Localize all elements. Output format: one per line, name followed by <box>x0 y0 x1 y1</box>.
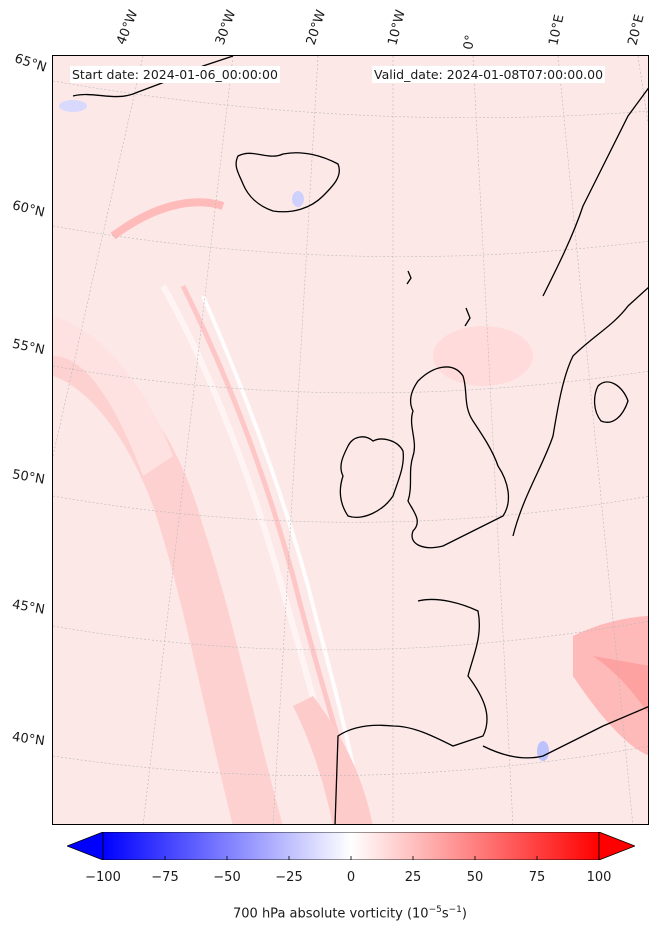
lat-label-50n: 50°N <box>10 467 46 488</box>
coast-ireland <box>339 436 404 518</box>
coast-iceland <box>235 152 340 213</box>
lon-label-10w: 10°W <box>385 8 409 47</box>
lon-label-30w: 30°W <box>212 8 240 47</box>
lat-label-45n: 45°N <box>10 597 46 618</box>
colorbar-tick-label: 75 <box>528 870 546 885</box>
vort-spain-low <box>537 741 549 761</box>
coast-shetland <box>464 307 471 327</box>
colorbar-tick-label: 25 <box>404 870 422 885</box>
valid-date-label: Valid_date: 2024-01-08T07:00:00.00 <box>372 66 606 83</box>
colorbar-tickmarks <box>102 856 600 860</box>
colorbar-tick-label: 100 <box>586 870 612 885</box>
colorbar-tick-label: 50 <box>466 870 484 885</box>
vort-high-iberia-ne <box>573 616 648 756</box>
colorbar <box>67 832 635 860</box>
colorbar-tick-label: −75 <box>151 870 179 885</box>
lon-label-40w: 40°W <box>114 8 142 47</box>
vorticity-map <box>53 56 648 824</box>
colorbar-tick-label: 0 <box>346 870 356 885</box>
colorbar-extend-high <box>598 832 635 860</box>
vort-streak-4 <box>110 198 225 240</box>
vort-north-sea <box>433 326 533 386</box>
lat-label-65n: 65°N <box>12 51 49 76</box>
colorbar-extend-low <box>67 832 104 860</box>
vorticity-shading <box>53 100 648 824</box>
coast-britain <box>407 366 510 549</box>
vort-high-mediterranean <box>593 656 648 714</box>
lon-label-0: 0° <box>461 33 479 51</box>
vort-streak-3 <box>201 295 355 767</box>
colorbar-body <box>102 832 600 860</box>
colorbar-tick-label: −100 <box>85 870 121 885</box>
vort-band-atlantic-2 <box>53 316 173 476</box>
lon-label-20w: 20°W <box>303 8 330 47</box>
colorbar-tick-label: −50 <box>213 870 241 885</box>
vort-iceland-low <box>292 191 304 207</box>
colorbar-title: 700 hPa absolute vorticity (10−5s−1) <box>233 905 467 922</box>
lon-label-20e: 20°E <box>625 13 648 47</box>
coast-denmark <box>593 381 629 423</box>
graticule <box>53 56 648 824</box>
lon-label-10e: 10°E <box>546 13 568 48</box>
lat-label-55n: 55°N <box>10 336 46 359</box>
lat-label-60n: 60°N <box>10 198 47 221</box>
coast-norway <box>542 87 648 297</box>
vort-west-iberia <box>293 696 373 824</box>
start-date-label: Start date: 2024-01-06_00:00:00 <box>70 66 280 83</box>
colorbar-tick-label: −25 <box>275 870 303 885</box>
vort-streak-2 <box>180 284 346 757</box>
vort-greenland-low <box>59 100 87 112</box>
map-panel <box>52 55 649 825</box>
coast-mediterranean <box>482 706 648 759</box>
coast-france-iberia <box>334 598 488 824</box>
coast-faroe <box>406 270 412 285</box>
vort-band-atlantic-1 <box>53 346 283 824</box>
coastlines <box>72 56 648 824</box>
lat-label-40n: 40°N <box>11 729 46 750</box>
coast-europe-east <box>512 286 648 537</box>
vort-streak-1 <box>160 284 326 737</box>
